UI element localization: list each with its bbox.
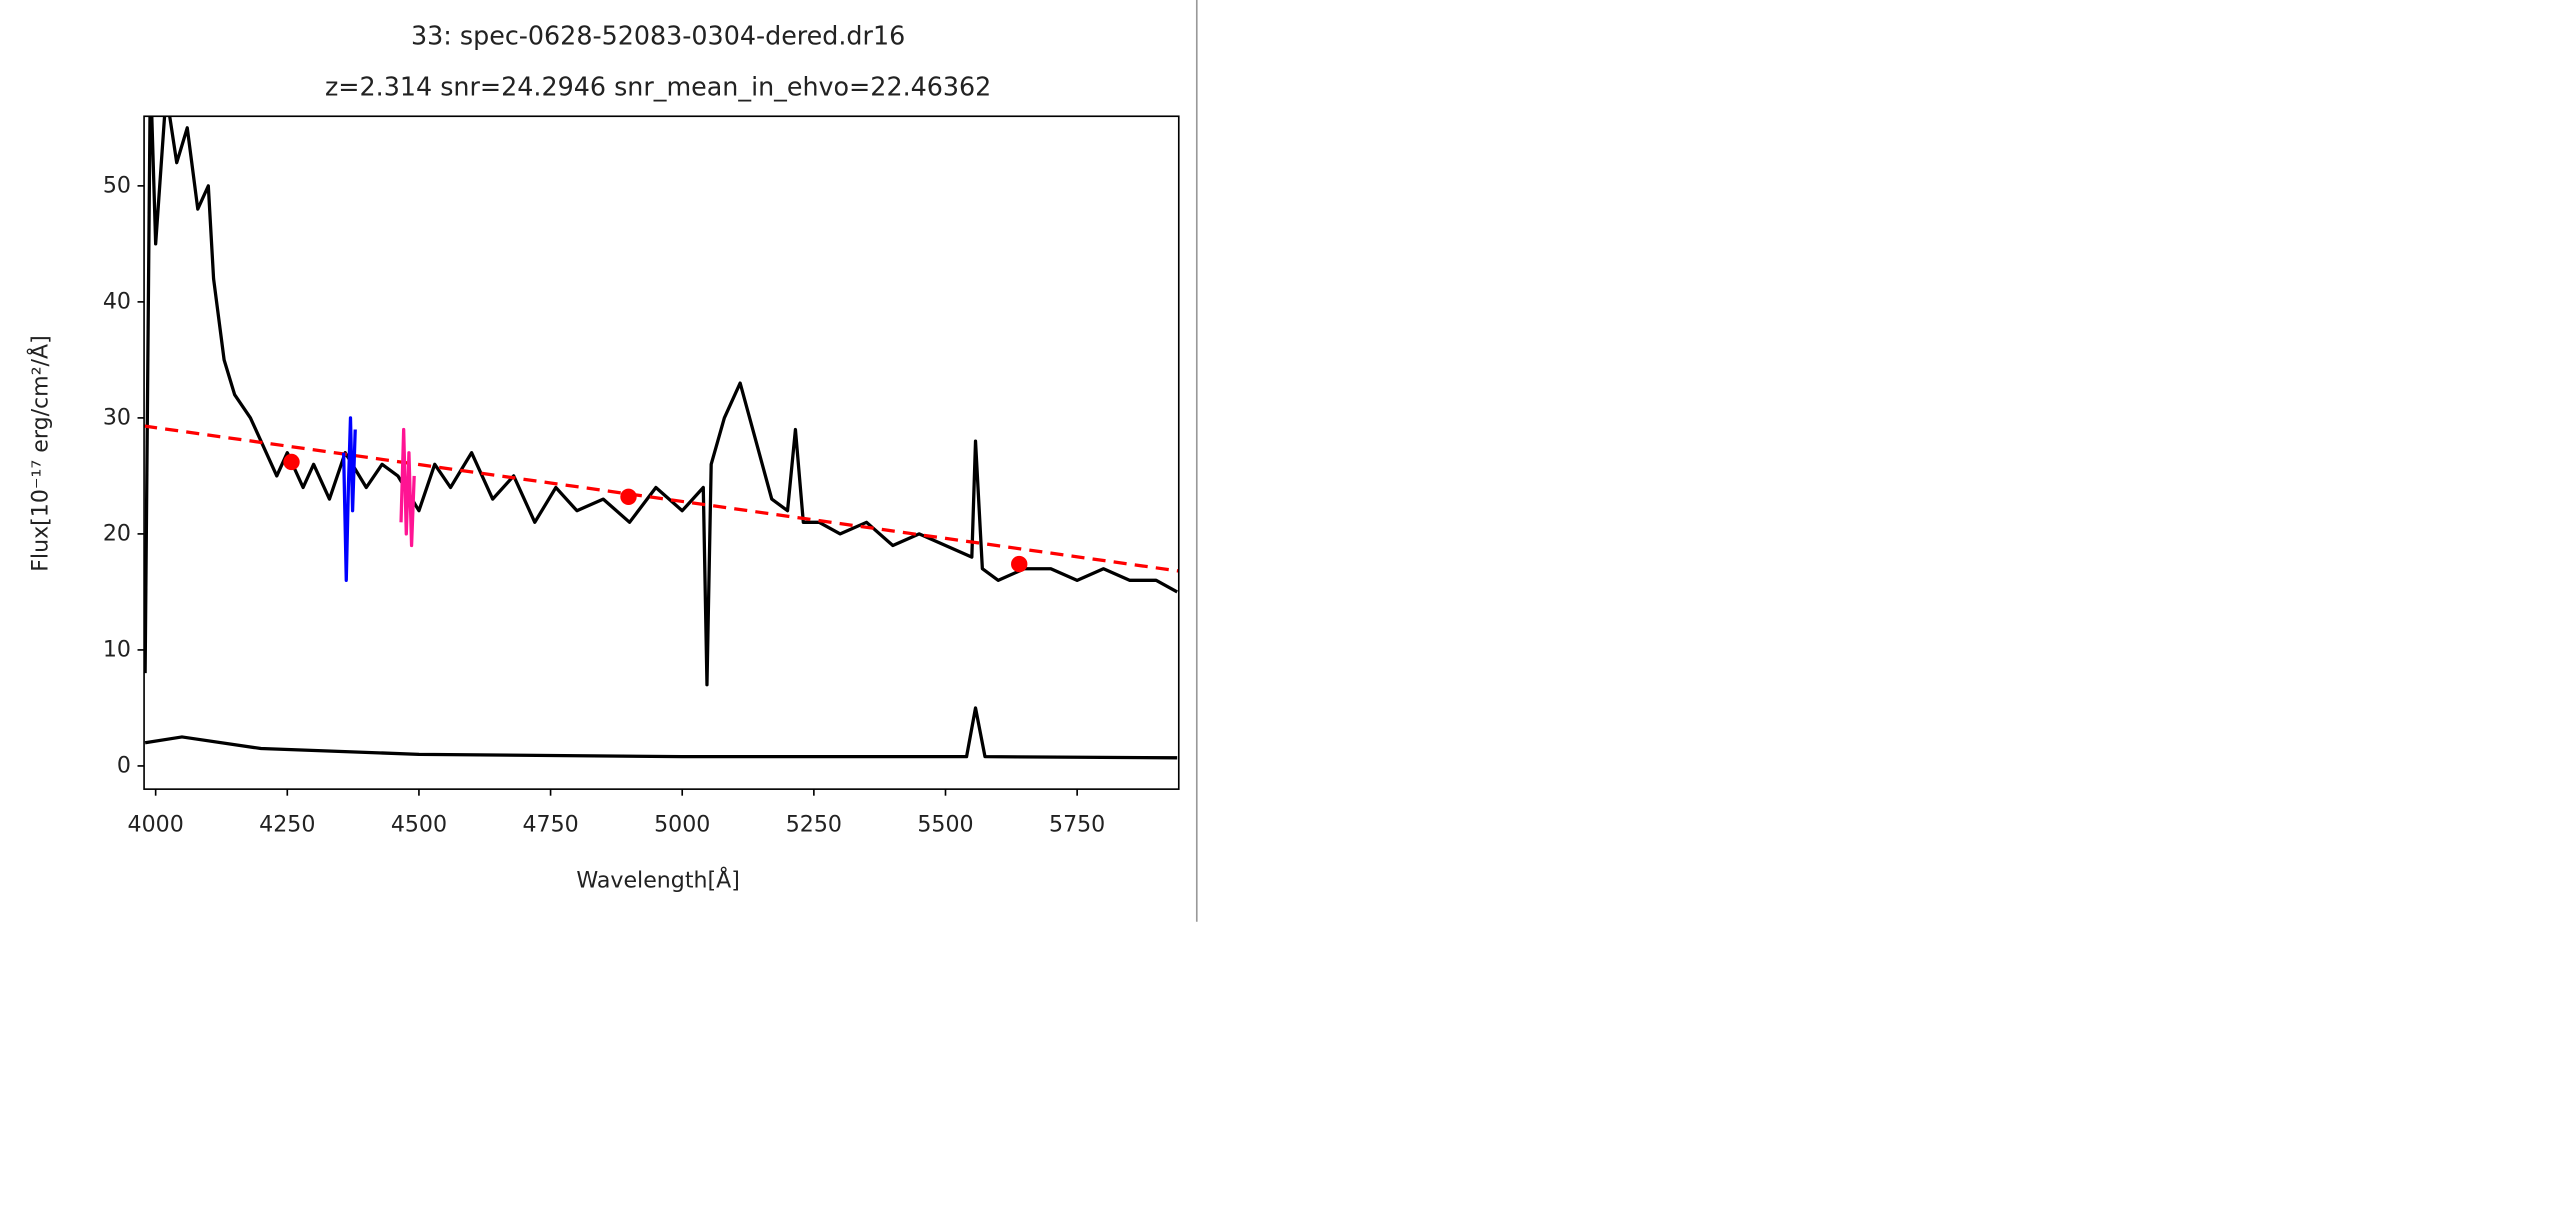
x-tick-label: 5250 xyxy=(786,812,842,838)
x-tick-label: 5500 xyxy=(917,812,973,838)
point xyxy=(283,453,300,471)
x-tick-label: 4000 xyxy=(128,812,184,838)
y-tick-label: 50 xyxy=(103,172,131,198)
series-line xyxy=(144,116,1178,687)
series-line xyxy=(399,427,416,548)
point xyxy=(620,488,637,505)
series-line xyxy=(144,706,1178,760)
y-tick-label: 20 xyxy=(103,520,131,546)
chart-title: 33: spec-0628-52083-0304-dered.dr16 xyxy=(411,21,905,51)
point xyxy=(1011,555,1028,573)
y-tick-label: 30 xyxy=(103,404,131,430)
chart-subtitle: z=2.314 snr=24.2946 snr_mean_in_ehvo=22.… xyxy=(325,71,991,101)
series-line xyxy=(342,416,357,582)
series-line xyxy=(144,424,1179,573)
plot-area xyxy=(144,116,1179,760)
axes-frame xyxy=(143,115,1180,790)
x-tick-label: 5000 xyxy=(654,812,710,838)
x-tick-label: 4250 xyxy=(259,812,315,838)
y-tick-label: 0 xyxy=(117,752,131,778)
y-axis-label: Flux[10⁻¹⁷ erg/cm²/Å] xyxy=(25,335,53,572)
y-tick-label: 10 xyxy=(103,636,131,662)
x-tick-label: 5750 xyxy=(1049,812,1105,838)
x-axis-label: Wavelength[Å] xyxy=(576,865,739,893)
y-tick-label: 40 xyxy=(103,288,131,314)
x-tick-label: 4500 xyxy=(391,812,447,838)
x-tick-label: 4750 xyxy=(522,812,578,838)
